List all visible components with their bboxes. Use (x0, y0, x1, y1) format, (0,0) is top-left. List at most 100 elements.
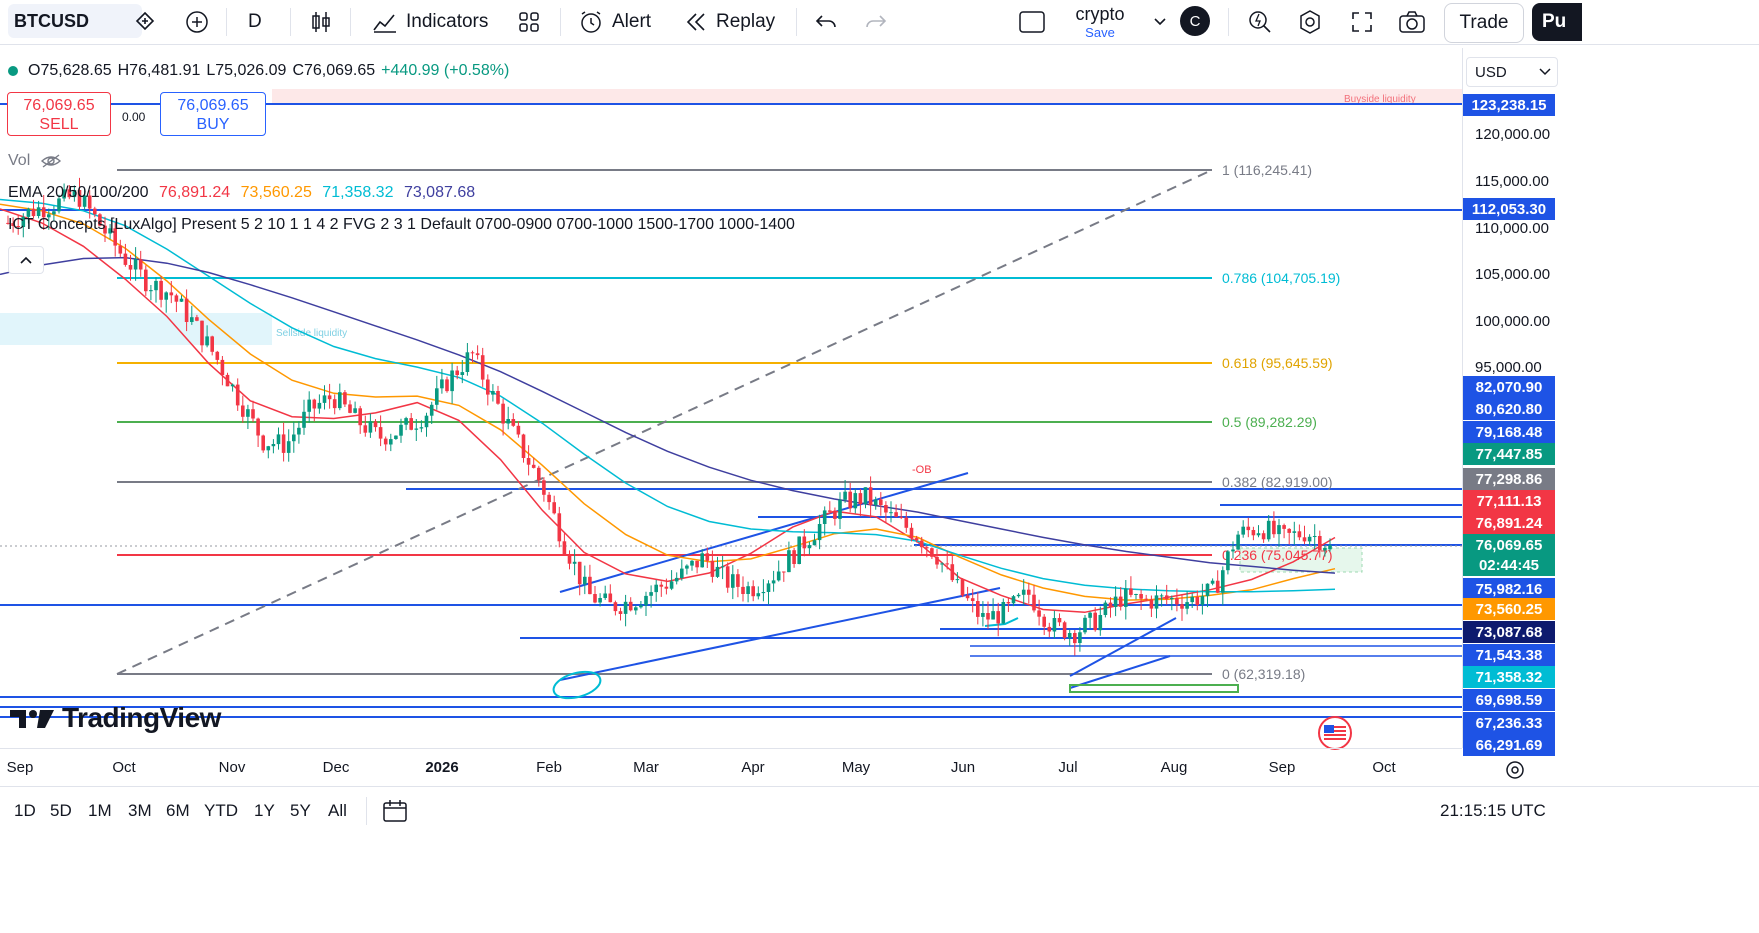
diamond-plus-icon (135, 11, 155, 31)
collapse-legend-button[interactable] (8, 246, 44, 274)
sell-button[interactable]: 76,069.65 SELL (7, 92, 111, 136)
eye-hidden-icon[interactable] (40, 153, 62, 169)
change-value: +440.99 (+0.58%) (381, 62, 510, 79)
range-6m[interactable]: 6M (166, 801, 190, 820)
range-1m[interactable]: 1M (88, 801, 112, 820)
indicators-icon (373, 14, 396, 33)
gear-icon (1300, 10, 1320, 34)
ob-label: -OB (912, 464, 932, 476)
highlight-curve[interactable] (984, 617, 1019, 627)
candle-body (312, 399, 317, 409)
ict-label: ICT Concepts [LuxAlgo] Present 5 2 10 1 … (8, 216, 795, 233)
range-5d[interactable]: 5D (50, 801, 72, 820)
utc-clock[interactable]: 21:15:15 UTC (1440, 801, 1546, 820)
layout-menu-chevron[interactable] (1150, 0, 1170, 44)
candle-body (628, 601, 633, 611)
buy-price: 76,069.65 (177, 97, 249, 114)
layout-name[interactable]: crypto Save (1068, 4, 1132, 40)
channel-lower-line[interactable] (559, 587, 1001, 681)
settings-gear-icon[interactable] (1504, 759, 1526, 781)
candle-body (1226, 551, 1230, 571)
candle-body (991, 611, 995, 620)
range-5y[interactable]: 5Y (290, 801, 311, 820)
tradingview-logo[interactable]: TradingView (10, 702, 221, 734)
fullscreen-button[interactable] (1346, 0, 1378, 44)
candle-body (685, 565, 689, 569)
us-flag-icon[interactable] (1318, 716, 1352, 750)
chevron-down-icon (1539, 68, 1551, 76)
time-axis[interactable]: Sep Oct Nov Dec 2026 Feb Mar Apr May Jun… (0, 748, 1524, 785)
layout-button[interactable] (1016, 0, 1048, 44)
currency-selector[interactable]: USD (1466, 57, 1558, 87)
currency-label: USD (1475, 63, 1507, 81)
fibonacci-retracement[interactable]: 1 (116,245.41) 0.786 (104,705.19) 0.618 … (116, 162, 1340, 682)
avatar[interactable]: C (1180, 6, 1210, 36)
close-value: C76,069.65 (292, 62, 376, 79)
ict-legend[interactable]: ICT Concepts [LuxAlgo] Present 5 2 10 1 … (8, 216, 795, 234)
candle-body (241, 405, 245, 417)
trade-button[interactable]: Trade (1444, 3, 1524, 43)
range-3m[interactable]: 3M (128, 801, 152, 820)
redo-button[interactable] (862, 0, 890, 44)
sellside-liquidity-zone (0, 313, 272, 345)
ema-legend[interactable]: EMA 20/50/100/200 76,891.24 73,560.25 71… (8, 184, 475, 202)
calendar-icon[interactable] (382, 799, 408, 823)
price-chart[interactable]: Buyside liquidity Sellside liquidity 1 (… (0, 48, 1462, 748)
undo-button[interactable] (812, 0, 840, 44)
candle-body (930, 548, 934, 557)
candle-body (848, 491, 852, 509)
replay-button[interactable]: Replay (684, 0, 775, 44)
candle-body (1006, 602, 1011, 604)
interval-button[interactable]: D (248, 0, 262, 44)
candle-body (950, 564, 955, 581)
candles-type-button[interactable] (306, 0, 336, 44)
range-ytd[interactable]: YTD (204, 801, 238, 820)
candle-body (1118, 596, 1123, 607)
channel-upper-line[interactable] (559, 472, 969, 593)
volume-legend[interactable]: Vol (8, 152, 62, 170)
candle-body (445, 379, 449, 392)
templates-button[interactable] (514, 0, 544, 44)
price-tick: 100,000.00 (1475, 313, 1551, 330)
channel2-upper-line[interactable] (1069, 617, 1177, 677)
compare-symbol-icon[interactable] (128, 4, 162, 38)
candle-body (1042, 616, 1046, 627)
range-1d[interactable]: 1D (14, 801, 36, 820)
indicators-button[interactable]: Indicators (372, 0, 488, 44)
candle-body (1210, 580, 1215, 584)
time-tick: Apr (741, 759, 765, 776)
publish-button[interactable]: Pu (1532, 3, 1582, 41)
buy-button[interactable]: 76,069.65 BUY (160, 92, 266, 136)
candle-body (470, 352, 475, 354)
alert-button[interactable]: Alert (578, 0, 651, 44)
candle-body (1093, 612, 1097, 631)
snapshot-button[interactable] (1396, 0, 1428, 44)
range-1y[interactable]: 1Y (254, 801, 275, 820)
channel2-lower-line[interactable] (1069, 655, 1171, 689)
alert-label: Alert (612, 11, 652, 32)
add-symbol-button[interactable] (180, 0, 214, 44)
candle-body (424, 415, 429, 428)
candle-body (776, 571, 781, 581)
chart-pane[interactable]: Buyside liquidity Sellside liquidity 1 (… (0, 48, 1462, 750)
highlight-ellipse[interactable] (551, 667, 604, 703)
price-scale[interactable]: 120,000.00 115,000.00 110,000.00 105,000… (1462, 48, 1759, 756)
settings-button[interactable] (1294, 0, 1326, 44)
price-tick: 105,000.00 (1475, 266, 1551, 283)
time-tick: Mar (633, 759, 659, 776)
candle-body (1144, 598, 1148, 600)
range-all[interactable]: All (328, 801, 347, 820)
candle-body (623, 601, 628, 614)
candle-body (195, 317, 199, 321)
candle-body (36, 207, 41, 216)
candle-body (583, 576, 587, 585)
symbol-search[interactable]: BTCUSD (8, 4, 142, 38)
candle-body (680, 568, 684, 578)
candle-body (1159, 595, 1164, 597)
candle-body (919, 540, 924, 548)
price-tag: 82,070.90 (1463, 376, 1555, 398)
candle-body (1246, 526, 1251, 531)
quick-search-button[interactable] (1244, 0, 1276, 44)
candle-body (695, 560, 699, 568)
candle-body (93, 208, 97, 215)
